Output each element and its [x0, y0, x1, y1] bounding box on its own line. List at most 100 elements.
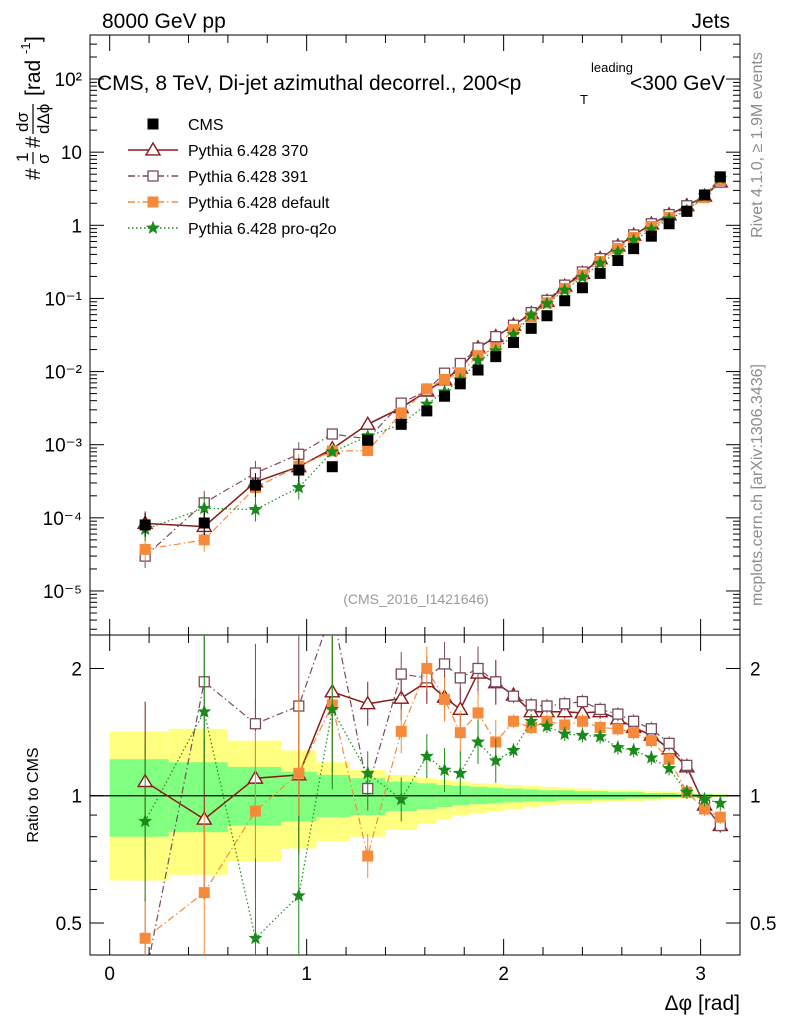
legend-label: Pythia 6.428 pro-q2o: [188, 221, 337, 238]
ratio-point: [713, 795, 728, 810]
x-tick-label: 0: [104, 964, 115, 985]
data-point: [470, 353, 485, 367]
band-green: [109, 759, 169, 837]
data-point: [612, 255, 624, 267]
ratio-point: [559, 719, 571, 731]
ratio-point: [327, 605, 337, 615]
ratio-point: [362, 850, 374, 862]
data-point: [681, 205, 693, 217]
data-point: [249, 479, 261, 491]
data-point: [540, 296, 554, 310]
legend-entry: Pythia 6.428 default: [128, 195, 330, 212]
data-point: [593, 255, 608, 270]
data-point: [326, 428, 338, 440]
ratio-point: [594, 722, 606, 734]
legend-entry: Pythia 6.428 370: [128, 141, 308, 160]
ratio-point: [488, 753, 503, 767]
legend-marker: [147, 118, 159, 130]
ratio-point: [438, 658, 451, 670]
data-point: [293, 464, 305, 476]
ratio-point: [697, 792, 712, 806]
ratio-point: [472, 707, 484, 719]
ratio-point: [627, 715, 640, 727]
data-point: [557, 282, 572, 297]
ratio-point: [138, 813, 153, 828]
ratio-point: [490, 676, 502, 688]
legend-marker: [147, 170, 159, 182]
legend-label: Pythia 6.428 391: [188, 169, 308, 186]
y-axis-label-unit-exp: -1: [18, 42, 33, 54]
data-point: [699, 189, 711, 201]
y-tick-label: 10⁻¹: [45, 289, 83, 310]
y-axis-label-one: 1: [13, 153, 32, 162]
ratio-uncertainty-bands: [90, 728, 740, 881]
y-tick-label: 10⁻⁵: [43, 582, 82, 603]
data-point: [454, 378, 466, 390]
ratio-y-tick-label-right: 2: [750, 659, 761, 680]
ratio-point: [507, 690, 520, 702]
ratio-point: [293, 767, 305, 779]
ratio-y-tick-label: 1: [71, 787, 82, 808]
data-point: [472, 364, 484, 376]
data-point: [198, 517, 210, 529]
ratio-point: [139, 932, 151, 944]
ratio-point: [714, 811, 726, 823]
y-tick-label: 10: [61, 143, 82, 164]
x-axis-label: Δφ [rad]: [665, 992, 741, 1015]
ratio-point: [198, 887, 210, 899]
legend-marker: [146, 220, 160, 234]
series-cms: [139, 171, 726, 537]
y-axis-label-hash1: #: [22, 168, 45, 180]
data-point: [576, 282, 588, 294]
ratio-plot-frame: [89, 634, 741, 956]
ratio-point: [559, 698, 571, 710]
data-point: [610, 244, 625, 259]
ratio-point: [679, 784, 694, 799]
y-axis-label-sigma: σ: [34, 153, 53, 164]
y-axis-label-unit-close: ]: [22, 36, 45, 42]
main-y-axis: 10⁻⁵ 10⁻⁴ 10⁻³ 10⁻² 10⁻¹ 1 10 10²: [43, 34, 740, 635]
y-axis-label-dsigma: dσ: [13, 112, 32, 132]
ratio-point: [540, 718, 555, 733]
y-tick-label: 10⁻²: [45, 363, 83, 384]
ratio-point: [249, 718, 262, 730]
legend-label: CMS: [188, 117, 224, 134]
data-point: [325, 444, 340, 458]
data-point: [326, 461, 338, 473]
energy-label: 8000 GeV pp: [102, 10, 226, 33]
data-point: [559, 295, 571, 307]
ratio-point: [594, 703, 606, 716]
legend-marker: [147, 196, 159, 208]
legend-entry: Pythia 6.428 391: [128, 169, 308, 186]
ratio-point: [644, 750, 659, 764]
ratio-point: [610, 740, 625, 754]
data-point: [248, 502, 263, 516]
plot-title-superscript: leading: [591, 60, 633, 75]
data-point: [395, 397, 407, 409]
ratio-point: [593, 729, 608, 743]
ratio-point: [140, 973, 150, 983]
x-tick-label: 3: [695, 964, 706, 985]
main-series: [136, 170, 729, 569]
data-point: [454, 357, 466, 370]
ratio-point: [663, 737, 675, 750]
main-y-axis-label: # 1 σ # dσ dΔϕ [rad -1 ]: [13, 36, 53, 180]
ratio-point: [612, 723, 624, 735]
ratio-point: [291, 888, 306, 902]
data-point: [490, 331, 502, 343]
data-point: [541, 310, 553, 322]
analysis-id-label: (CMS_2016_I1421646): [343, 591, 489, 607]
legend-entry: CMS: [147, 117, 224, 134]
ratio-point: [395, 668, 407, 680]
data-point: [395, 418, 407, 430]
data-point: [421, 383, 433, 395]
ratio-point: [699, 803, 711, 815]
plot-title: CMS, 8 TeV, Di-jet azimuthal decorrel., …: [97, 72, 521, 95]
data-point: [291, 480, 306, 494]
y-tick-label: 10²: [55, 70, 82, 91]
ratio-point: [392, 689, 410, 704]
ratio-point: [325, 702, 340, 716]
ratio-point: [197, 704, 212, 718]
data-point: [525, 322, 537, 334]
